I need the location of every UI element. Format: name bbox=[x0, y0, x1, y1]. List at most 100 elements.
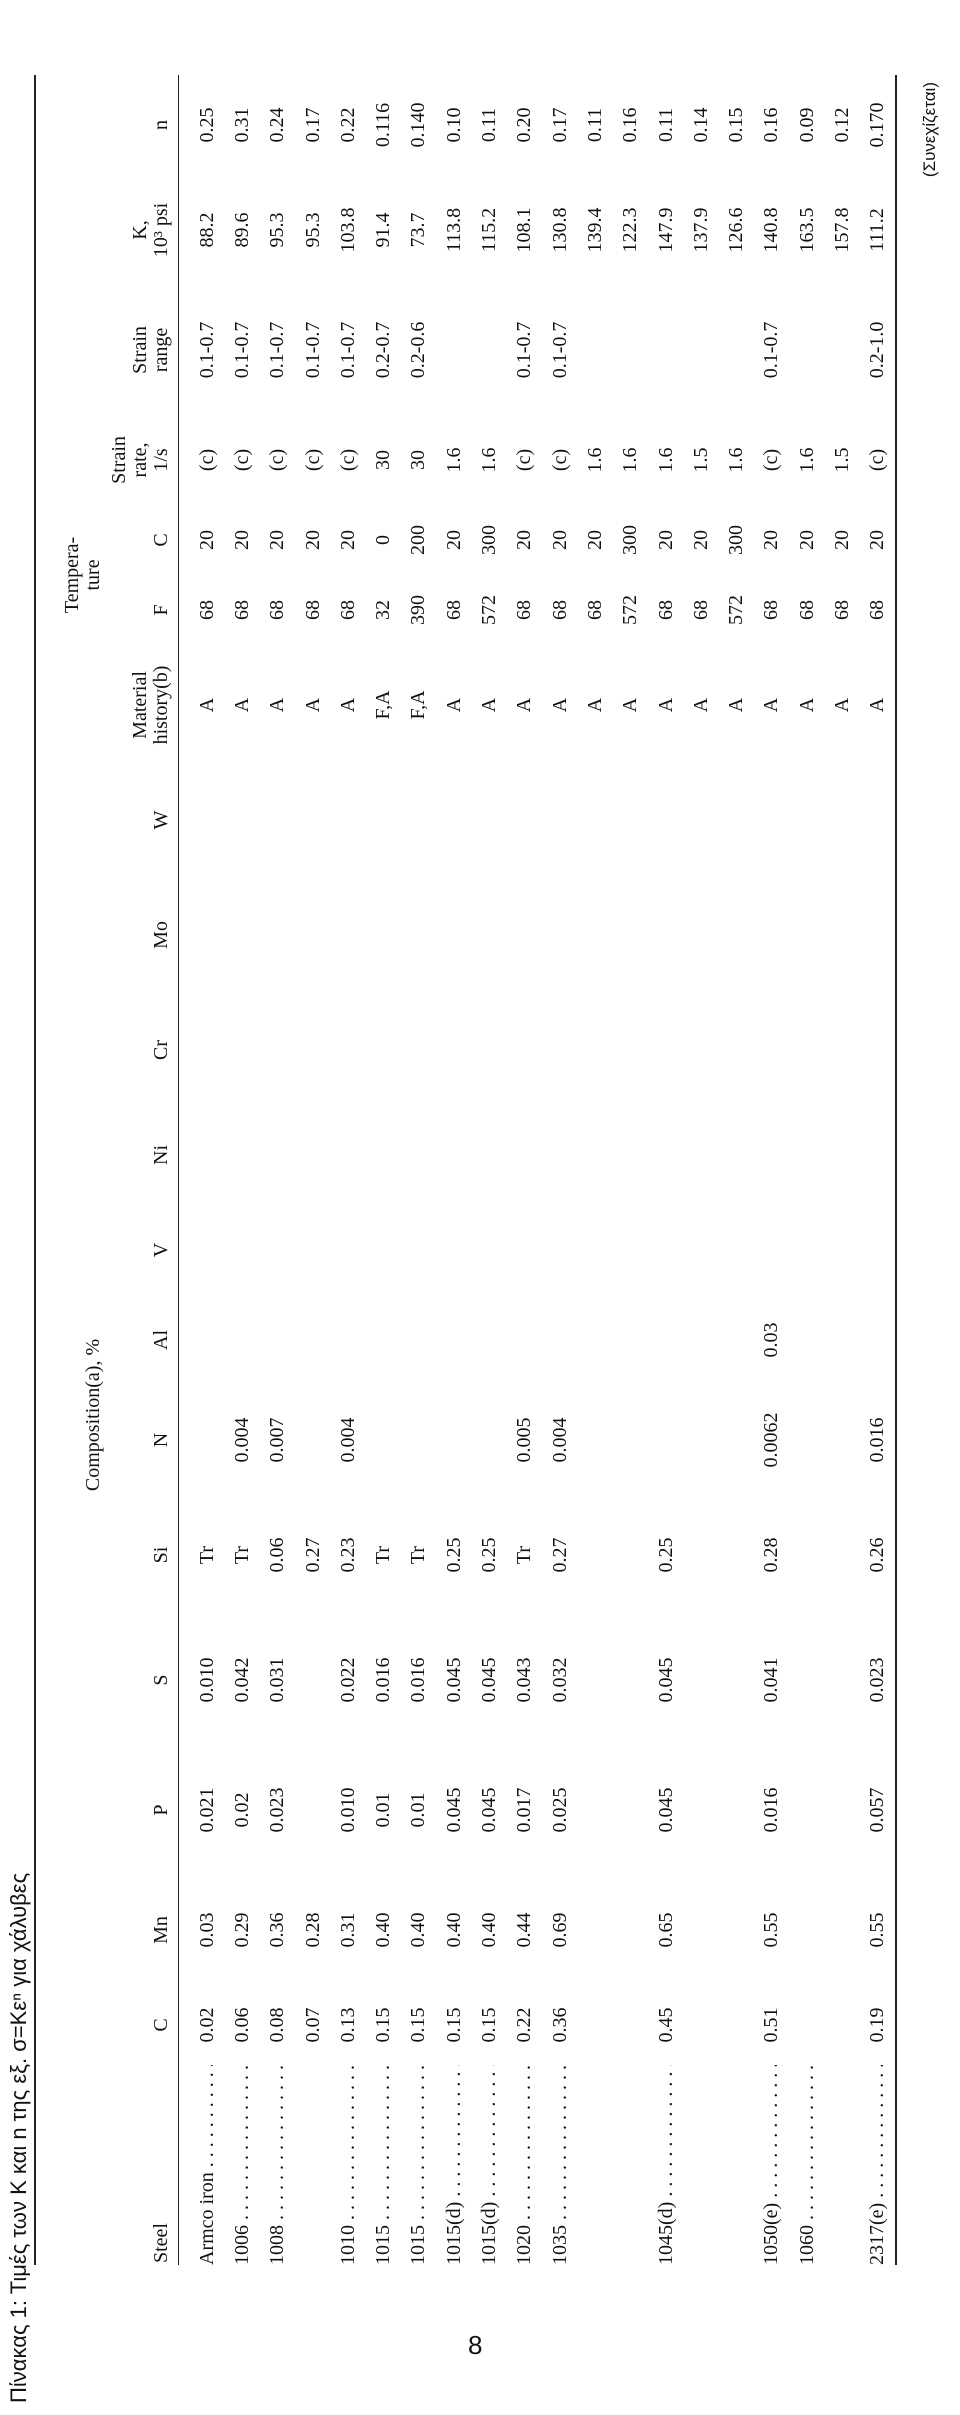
cell-text: 1.6 bbox=[442, 447, 465, 473]
cell-text: 0.40 bbox=[407, 1912, 430, 1948]
cell bbox=[718, 285, 753, 415]
cell-text: A bbox=[654, 697, 677, 713]
cell-text: A bbox=[195, 697, 218, 713]
cell: 0.16 bbox=[754, 75, 789, 175]
cell bbox=[507, 1105, 542, 1205]
header-line: Tempera- bbox=[61, 536, 83, 614]
cell bbox=[683, 995, 718, 1105]
cell-text: 0.15 bbox=[372, 2007, 395, 2043]
cell-text: A bbox=[266, 697, 289, 713]
cell-text: 108.1 bbox=[513, 207, 536, 253]
cell-text: 20 bbox=[195, 529, 218, 550]
cell bbox=[613, 1495, 648, 1615]
cell: 300 bbox=[718, 505, 753, 575]
cell bbox=[577, 1105, 612, 1205]
cell bbox=[179, 765, 225, 875]
cell-text: 0.15 bbox=[478, 2007, 501, 2043]
cell-text: 0.20 bbox=[513, 107, 536, 143]
cell: 1.6 bbox=[648, 415, 683, 505]
cell: 0.25 bbox=[179, 75, 225, 175]
cell-text: 0.031 bbox=[266, 1657, 289, 1703]
cell: 0.22 bbox=[507, 1985, 542, 2065]
header-line: range bbox=[150, 327, 172, 373]
cell-text: 390 bbox=[407, 594, 430, 625]
cell bbox=[224, 875, 259, 995]
cell: Tr bbox=[179, 1495, 225, 1615]
cell: 32 bbox=[365, 575, 400, 645]
cell: 0.170 bbox=[860, 75, 896, 175]
cell: A bbox=[860, 645, 896, 765]
cell bbox=[401, 1295, 436, 1385]
cell: 0.11 bbox=[648, 75, 683, 175]
cell bbox=[613, 1875, 648, 1985]
cell bbox=[471, 765, 506, 875]
cell-text: A bbox=[478, 697, 501, 713]
cell bbox=[471, 1295, 506, 1385]
cell: 0.1-0.7 bbox=[260, 285, 295, 415]
cell bbox=[789, 1495, 824, 1615]
header-line: history(b) bbox=[150, 665, 172, 745]
cell: 68 bbox=[224, 575, 259, 645]
cell-text: (c) bbox=[266, 448, 289, 472]
cell bbox=[577, 1385, 612, 1495]
cell bbox=[577, 995, 612, 1105]
cell bbox=[365, 765, 400, 875]
cell-text: 95.3 bbox=[266, 212, 289, 248]
cell-text: 1045(d) bbox=[654, 2201, 677, 2265]
cell: 0.007 bbox=[260, 1385, 295, 1495]
cell-text: 0.0062 bbox=[760, 1412, 783, 1468]
cell bbox=[507, 875, 542, 995]
cell-text: 0.01 bbox=[372, 1792, 395, 1828]
cell-text: 0.15 bbox=[442, 2007, 465, 2043]
header-line: S bbox=[150, 1674, 172, 1686]
cell bbox=[295, 765, 330, 875]
cell bbox=[436, 1105, 471, 1205]
cell: 0.1-0.7 bbox=[507, 285, 542, 415]
cell bbox=[471, 995, 506, 1105]
cell: 1.6 bbox=[718, 415, 753, 505]
cell-text: 0.032 bbox=[548, 1657, 571, 1703]
column-header: Mo bbox=[110, 875, 179, 995]
cell: 115.2 bbox=[471, 175, 506, 285]
cell bbox=[683, 1985, 718, 2065]
cell-text: 0.15 bbox=[407, 2007, 430, 2043]
cell bbox=[718, 1615, 753, 1745]
cell bbox=[436, 1205, 471, 1295]
table-row: 2317(e) 0.19 0.55 0.057 0.023 0.26 0.016 A 68 20 (… bbox=[860, 75, 896, 2265]
steel-cell: 1006 bbox=[224, 2065, 259, 2265]
cell bbox=[365, 1385, 400, 1495]
cell-text: 20 bbox=[336, 529, 359, 550]
cell bbox=[295, 1105, 330, 1205]
cell bbox=[824, 1295, 859, 1385]
cell: A bbox=[436, 645, 471, 765]
cell-text: 0.17 bbox=[548, 107, 571, 143]
cell-text: 68 bbox=[654, 599, 677, 620]
steel-cell: 1020 bbox=[507, 2065, 542, 2265]
header-line: 1/s bbox=[150, 448, 172, 472]
cell bbox=[683, 1615, 718, 1745]
cell bbox=[577, 875, 612, 995]
cell: A bbox=[754, 645, 789, 765]
cell-text: 0.24 bbox=[266, 107, 289, 143]
cell bbox=[613, 1385, 648, 1495]
cell-text: 1.6 bbox=[725, 447, 748, 473]
table-row: 1015 0.15 0.40 0.01 0.016 Tr F,A 390 200 30 0.2-0.… bbox=[401, 75, 436, 2265]
cell: 0.016 bbox=[754, 1745, 789, 1875]
cell: A bbox=[179, 645, 225, 765]
cell: 0.24 bbox=[260, 75, 295, 175]
cell bbox=[295, 1615, 330, 1745]
cell-text: 1015 bbox=[407, 2225, 430, 2265]
cell: 73.7 bbox=[401, 175, 436, 285]
cell-text: A bbox=[619, 697, 642, 713]
cell: 0.14 bbox=[683, 75, 718, 175]
cell bbox=[683, 1875, 718, 1985]
cell: 20 bbox=[789, 505, 824, 575]
cell-text: 0.13 bbox=[336, 2007, 359, 2043]
cell: 0.045 bbox=[471, 1745, 506, 1875]
cell: A bbox=[260, 645, 295, 765]
cell: 0.36 bbox=[260, 1875, 295, 1985]
cell: (c) bbox=[754, 415, 789, 505]
cell-text: A bbox=[725, 697, 748, 713]
steel-cell: 1060 bbox=[789, 2065, 824, 2265]
cell-text: 111.2 bbox=[866, 208, 889, 252]
